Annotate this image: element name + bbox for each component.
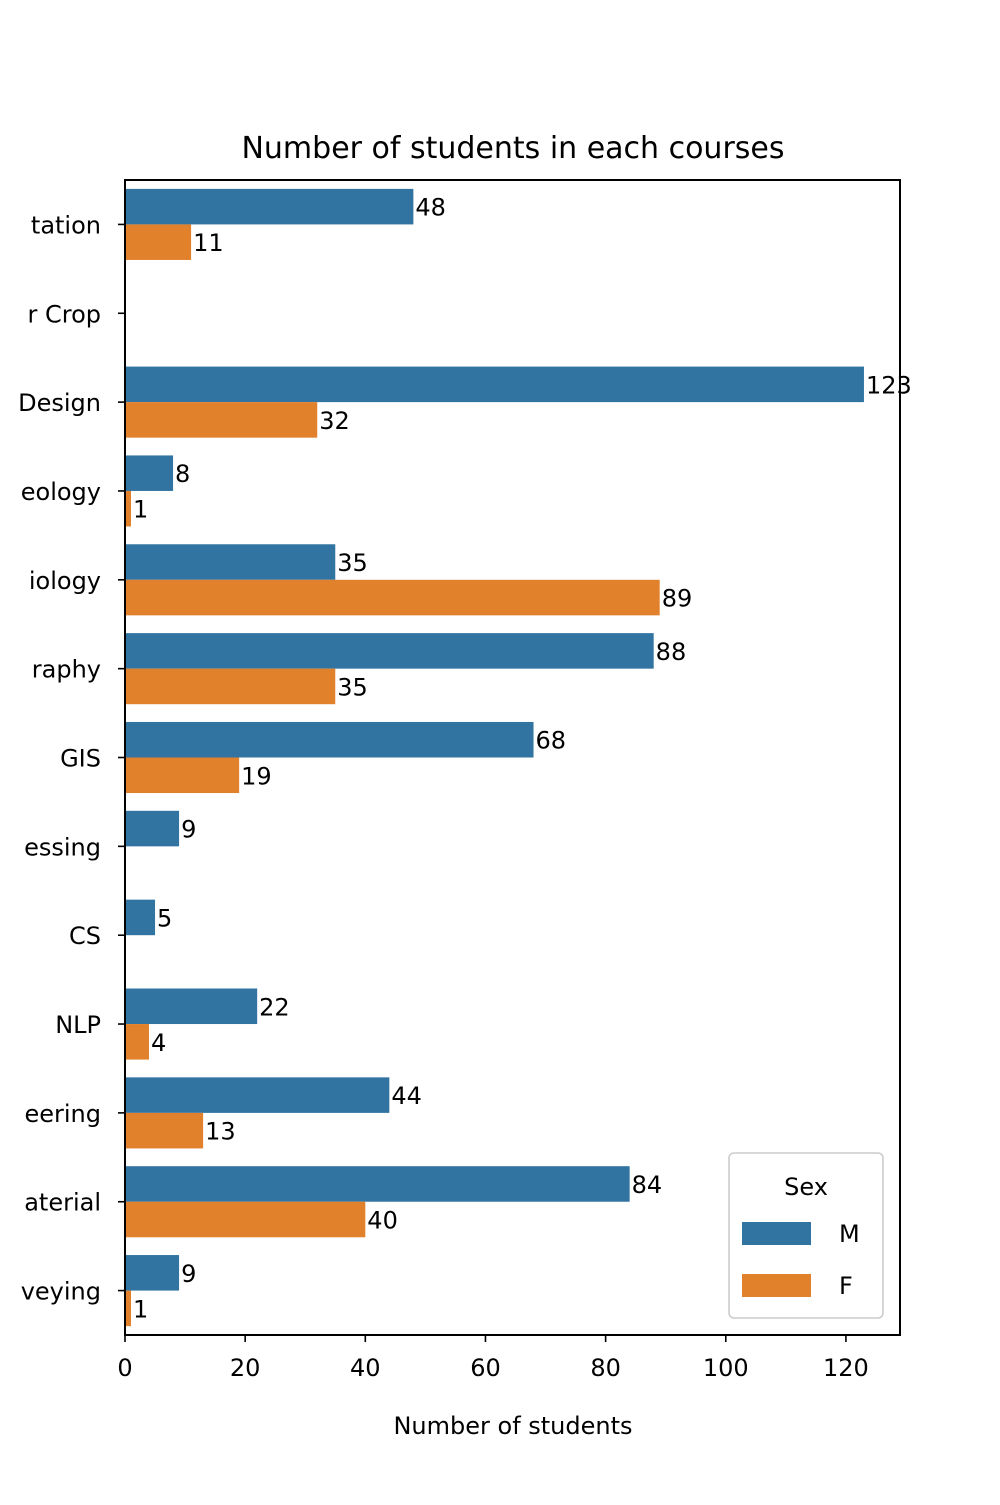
legend: Sex MF (728, 1152, 884, 1319)
legend-label-m: M (839, 1220, 860, 1248)
bar-m (125, 366, 864, 403)
y-tick-label: NLP (55, 1011, 101, 1039)
bar-value-label: 1 (133, 496, 148, 524)
y-tick-label: raphy (32, 656, 101, 684)
bar-m (125, 455, 174, 491)
bar-m (125, 1255, 180, 1291)
bar-m (125, 1077, 390, 1113)
legend-swatch-m (742, 1222, 811, 1245)
bar-value-label: 44 (391, 1082, 422, 1110)
bar-value-label: 8 (175, 460, 190, 488)
x-tick-label: 40 (350, 1354, 381, 1382)
bar-value-label: 88 (656, 638, 687, 666)
y-tick-label: eering (24, 1100, 101, 1128)
bar-value-label: 40 (367, 1207, 398, 1235)
y-tick-label: Design (18, 389, 101, 417)
y-tick-label: tation (31, 211, 101, 239)
legend-swatch-f (742, 1274, 811, 1297)
x-tick-label: 0 (117, 1354, 132, 1382)
bar-f (125, 1112, 204, 1149)
legend-label-f: F (839, 1272, 853, 1300)
bar-f (125, 1290, 132, 1327)
bar-m (125, 544, 336, 580)
bar-value-label: 89 (662, 585, 693, 613)
bar-value-label: 11 (193, 229, 224, 257)
x-tick-label: 60 (470, 1354, 501, 1382)
bar-value-label: 9 (181, 1260, 196, 1288)
bar-f (125, 490, 132, 527)
y-tick-label: eology (21, 478, 101, 506)
bar-m (125, 188, 414, 225)
bar-m (125, 633, 654, 669)
bar-m (125, 988, 258, 1025)
bar-value-label: 22 (259, 993, 290, 1021)
bar-value-label: 4 (151, 1029, 166, 1057)
y-tick-label: iology (29, 567, 101, 595)
bar-value-label: 19 (241, 762, 272, 790)
bar-value-label: 84 (632, 1171, 663, 1199)
bar-value-label: 13 (205, 1118, 236, 1146)
bar-value-label: 35 (337, 673, 368, 701)
y-tick-label: GIS (60, 745, 101, 773)
y-tick-label: aterial (24, 1189, 101, 1217)
x-axis-title: Number of students (393, 1412, 632, 1440)
bar-f (125, 1201, 366, 1238)
bar-value-label: 32 (319, 407, 350, 435)
bar-m (125, 1166, 630, 1202)
bar-f (125, 579, 660, 616)
bar-value-label: 68 (536, 727, 567, 755)
bar-f (125, 224, 192, 260)
bar-value-label: 1 (133, 1295, 148, 1323)
bar-m (125, 899, 156, 936)
bar-value-label: 5 (157, 904, 172, 932)
x-tick-label: 120 (823, 1354, 869, 1382)
y-tick-label: CS (69, 922, 101, 950)
legend-title: Sex (784, 1173, 828, 1201)
bar-f (125, 757, 240, 794)
y-tick-label: r Crop (27, 300, 101, 328)
bar-f (125, 668, 336, 705)
y-tick-label: essing (24, 833, 101, 861)
bar-value-label: 9 (181, 816, 196, 844)
bar-m (125, 810, 180, 847)
bar-value-label: 123 (866, 371, 912, 399)
bar-m (125, 721, 534, 758)
x-tick-label: 20 (230, 1354, 261, 1382)
axes-frame (124, 179, 901, 1336)
x-tick-label: 80 (590, 1354, 621, 1382)
bar-f (125, 402, 318, 438)
chart-title: Number of students in each courses (241, 131, 784, 166)
y-tick-label: veying (21, 1278, 101, 1306)
bar-value-label: 35 (337, 549, 368, 577)
bar-value-label: 48 (415, 194, 446, 222)
x-tick-label: 100 (703, 1354, 749, 1382)
bar-f (125, 1024, 150, 1060)
